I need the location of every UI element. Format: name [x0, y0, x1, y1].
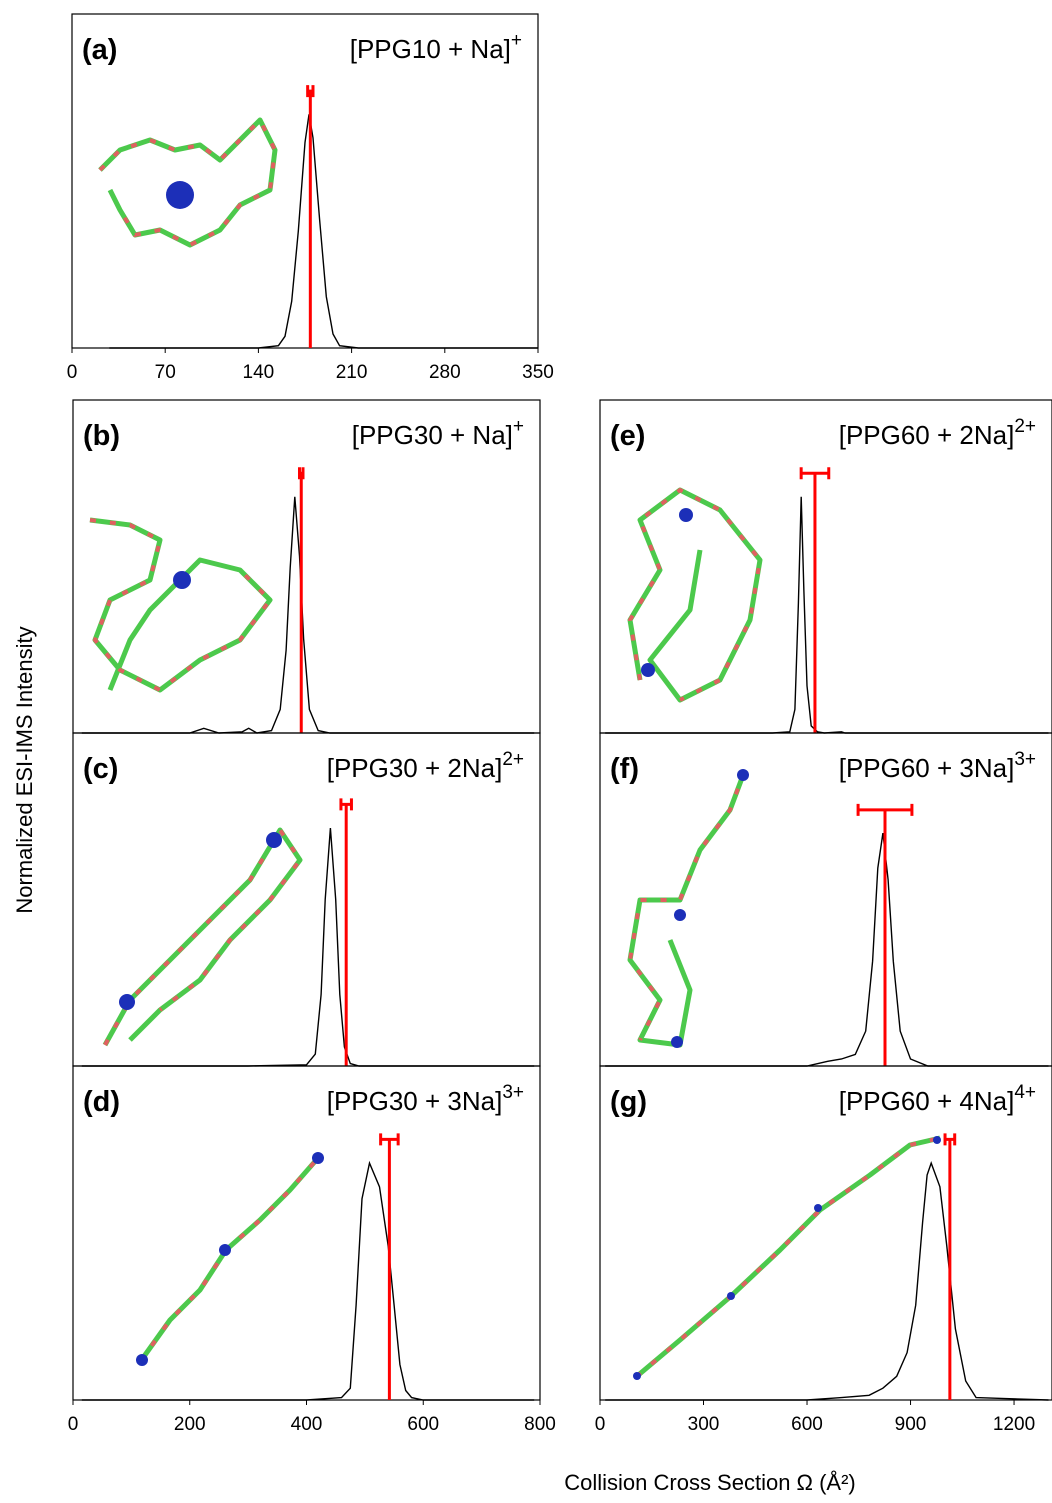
x-tick-label: 1200	[993, 1414, 1035, 1435]
title-superscript: +	[513, 416, 524, 437]
panel-label: (d)	[83, 1086, 120, 1118]
molecule	[98, 117, 278, 248]
x-tick-label: 800	[524, 1414, 556, 1435]
x-axis-label: Collision Cross Section Ω (Å²)	[564, 1470, 856, 1495]
ccs-error-bar	[297, 467, 305, 480]
panel: (d) [PPG30 + 3Na]3+ 0 200 400 600 800	[68, 1065, 556, 1435]
title-superscript: 3+	[502, 1082, 524, 1103]
ccs-error-bar	[379, 1133, 400, 1146]
panel-label: (g)	[610, 1086, 647, 1118]
x-tick-label: 350	[522, 362, 554, 383]
sodium-atom	[173, 571, 191, 589]
panel: (g) [PPG60 + 4Na]4+ 0 300 600 900 1200	[595, 1065, 1052, 1435]
x-tick-label: 200	[174, 1414, 206, 1435]
intensity-profile	[81, 828, 535, 1067]
x-tick-label: 210	[336, 362, 368, 383]
x-tick-label: 280	[429, 362, 461, 383]
sodium-atom	[933, 1136, 941, 1144]
intensity-profile	[605, 832, 1049, 1067]
title-superscript: +	[511, 30, 522, 51]
x-tick-label: 400	[291, 1414, 323, 1435]
sodium-atom	[679, 508, 693, 522]
molecule	[89, 518, 273, 693]
title-superscript: 3+	[1014, 749, 1036, 770]
intensity-profile	[605, 1161, 1049, 1401]
molecule	[137, 1156, 320, 1364]
panel-label: (e)	[610, 420, 645, 452]
panel-label: (f)	[610, 753, 639, 785]
molecule	[98, 116, 278, 248]
x-tick-label: 300	[688, 1414, 720, 1435]
molecule	[89, 517, 273, 693]
x-tick-label: 0	[67, 362, 78, 383]
sodium-atom	[814, 1204, 822, 1212]
x-tick-label: 70	[155, 362, 176, 383]
molecule	[634, 1136, 941, 1379]
title-text: [PPG30 + 2Na]	[327, 753, 503, 783]
panel-title: [PPG60 + 3Na]3+	[839, 749, 1036, 783]
sodium-atom	[166, 181, 194, 209]
ccs-error-bar	[306, 85, 315, 98]
panel-label: (c)	[83, 753, 118, 785]
sodium-atom	[119, 994, 135, 1010]
title-superscript: 4+	[1014, 1082, 1036, 1103]
title-text: [PPG60 + 4Na]	[839, 1086, 1015, 1116]
sodium-atom	[727, 1292, 735, 1300]
intensity-profile	[81, 1160, 535, 1401]
panel-title: [PPG30 + Na]+	[352, 416, 524, 450]
panel-label: (a)	[82, 34, 117, 66]
ccs-error-bar	[943, 1133, 957, 1146]
panel-title: [PPG30 + 2Na]2+	[327, 749, 524, 783]
x-tick-label: 140	[243, 362, 275, 383]
x-tick-label: 0	[595, 1414, 606, 1435]
title-text: [PPG30 + Na]	[352, 420, 513, 450]
x-tick-label: 600	[407, 1414, 439, 1435]
molecule	[103, 826, 303, 1046]
ccs-error-bar	[339, 798, 353, 811]
x-tick-label: 0	[68, 1414, 79, 1435]
sodium-atom	[266, 832, 282, 848]
sodium-atom	[136, 1354, 148, 1366]
title-text: [PPG60 + 2Na]	[839, 420, 1015, 450]
sodium-atom	[737, 769, 749, 781]
molecule	[634, 1135, 941, 1379]
title-superscript: 2+	[502, 749, 524, 770]
panel: (c) [PPG30 + 2Na]2+	[72, 732, 541, 1067]
sodium-atom	[671, 1036, 683, 1048]
molecule-illustrations	[89, 116, 941, 1380]
sodium-atom	[641, 663, 655, 677]
plot-frame	[72, 1065, 541, 1401]
panel-title: [PPG10 + Na]+	[350, 30, 522, 64]
x-tick-label: 600	[791, 1414, 823, 1435]
panel-label: (b)	[83, 420, 120, 452]
panel-title: [PPG60 + 2Na]2+	[839, 416, 1036, 450]
panel-title: [PPG30 + 3Na]3+	[327, 1082, 524, 1116]
title-superscript: 2+	[1014, 416, 1036, 437]
molecule	[627, 487, 763, 702]
sodium-atom	[312, 1152, 324, 1164]
plot-frame	[599, 1065, 1052, 1401]
panel: (f) [PPG60 + 3Na]3+	[599, 732, 1052, 1067]
x-tick-label: 900	[895, 1414, 927, 1435]
molecule	[627, 487, 763, 703]
plot-frame	[71, 13, 539, 349]
ccs-error-bar	[799, 467, 831, 480]
ccs-error-bar	[856, 803, 914, 816]
intensity-profile	[605, 496, 1049, 734]
panel: (a) [PPG10 + Na]+0 70 140 210 280 350	[67, 13, 554, 383]
y-axis-label: Normalized ESI-IMS Intensity	[12, 626, 37, 913]
sodium-atom	[674, 909, 686, 921]
title-text: [PPG30 + 3Na]	[327, 1086, 503, 1116]
title-text: [PPG10 + Na]	[350, 34, 511, 64]
sodium-atom	[219, 1244, 231, 1256]
molecule	[102, 827, 303, 1047]
panel-title: [PPG60 + 4Na]4+	[839, 1082, 1036, 1116]
title-text: [PPG60 + 3Na]	[839, 753, 1015, 783]
intensity-profile	[81, 496, 535, 734]
sodium-atom	[633, 1372, 641, 1380]
molecule	[627, 769, 748, 1048]
